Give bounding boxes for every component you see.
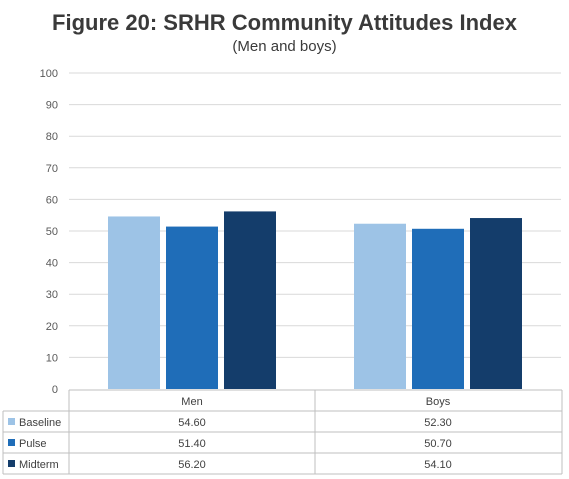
y-tick-label: 50 (46, 226, 58, 238)
bar (470, 218, 522, 389)
y-tick-label: 100 (40, 68, 58, 80)
y-tick-label: 70 (46, 163, 58, 175)
y-tick-label: 90 (46, 100, 58, 112)
bar (224, 211, 276, 389)
data-label: 54.10 (424, 459, 452, 471)
y-tick-label: 80 (46, 131, 58, 143)
legend-swatch (8, 460, 15, 467)
legend-label: Baseline (19, 417, 61, 429)
legend-label: Pulse (19, 438, 47, 450)
data-label: 56.20 (178, 459, 206, 471)
category-label: Men (181, 396, 202, 408)
data-label: 50.70 (424, 438, 452, 450)
y-tick-label: 10 (46, 352, 58, 364)
y-tick-label: 30 (46, 289, 58, 301)
y-tick-label: 0 (52, 384, 58, 396)
data-label: 51.40 (178, 438, 206, 450)
legend-swatch (8, 418, 15, 425)
y-tick-label: 40 (46, 258, 58, 270)
chart-title: Figure 20: SRHR Community Attitudes Inde… (52, 10, 517, 35)
category-label: Boys (426, 396, 451, 408)
bar (108, 216, 160, 389)
data-label: 52.30 (424, 417, 452, 429)
data-label: 54.60 (178, 417, 206, 429)
bar (412, 228, 464, 389)
bar (354, 223, 406, 389)
chart-subtitle: (Men and boys) (232, 38, 337, 55)
y-tick-label: 20 (46, 321, 58, 333)
legend-swatch (8, 439, 15, 446)
legend-label: Midterm (19, 459, 59, 471)
y-tick-label: 60 (46, 194, 58, 206)
bar (166, 226, 218, 389)
